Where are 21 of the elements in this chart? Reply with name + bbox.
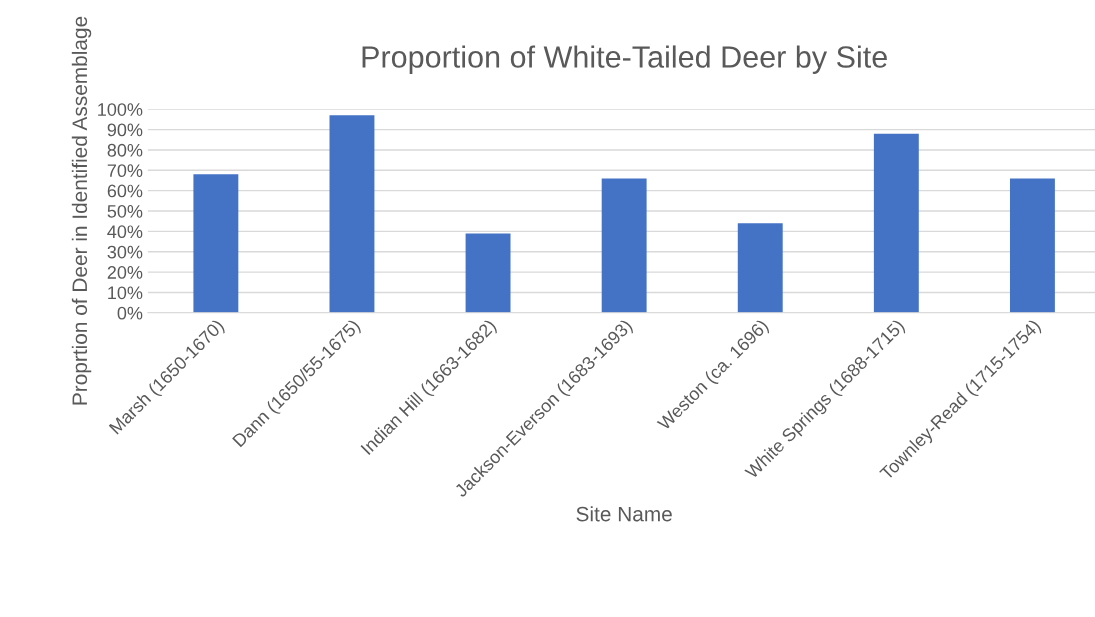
y-tick-label: 20% xyxy=(107,266,143,279)
bar xyxy=(873,133,919,313)
y-tick-label: 90% xyxy=(107,123,143,137)
y-tick-label: 60% xyxy=(107,184,143,198)
bar xyxy=(193,174,239,313)
bar xyxy=(465,233,511,313)
y-tick-label: 80% xyxy=(107,143,143,157)
y-tick-label: 40% xyxy=(107,225,143,239)
chart-title: Proportion of White-Tailed Deer by Site xyxy=(362,45,887,74)
y-tick-label: 10% xyxy=(108,286,143,300)
y-tick-label: 50% xyxy=(107,204,143,218)
y-axis-title: Proprtion of Deer in Identified Assemblage xyxy=(71,16,92,405)
bar xyxy=(329,115,375,313)
y-tick-label: 100% xyxy=(98,103,143,116)
x-axis-title: Site Name xyxy=(576,506,672,522)
bar xyxy=(601,178,647,313)
y-tick-label: 70% xyxy=(107,164,143,178)
y-tick-label: 0% xyxy=(117,306,143,320)
bar xyxy=(737,223,783,313)
y-tick-label: 30% xyxy=(107,245,143,259)
bar xyxy=(1009,178,1055,313)
